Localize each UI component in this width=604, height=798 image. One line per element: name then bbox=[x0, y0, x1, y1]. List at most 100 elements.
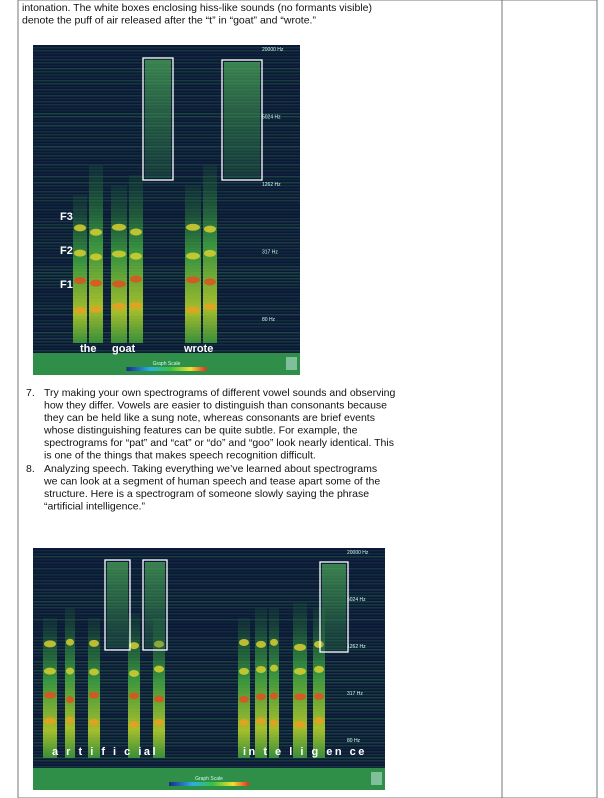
list-line: how they differ. Vowels are easier to di… bbox=[44, 400, 387, 412]
list-line: Try making your own spectrograms of diff… bbox=[44, 387, 396, 399]
formant bbox=[186, 276, 200, 283]
scale-label: Graph Scale bbox=[195, 776, 223, 782]
corner-icon bbox=[371, 772, 382, 785]
formant bbox=[66, 639, 74, 646]
page: Graph Scale20000 Hz5024 Hz1262 Hz317 Hz8… bbox=[0, 0, 604, 798]
paragraph-line: intonation. The white boxes enclosing hi… bbox=[22, 2, 372, 14]
formant bbox=[204, 250, 216, 257]
formant bbox=[294, 668, 306, 675]
noise-band bbox=[33, 47, 300, 49]
frequency-label: 80 Hz bbox=[262, 317, 276, 323]
formant bbox=[89, 668, 99, 675]
noise-band bbox=[33, 559, 385, 561]
noise-band bbox=[33, 721, 385, 723]
formant bbox=[239, 668, 249, 675]
formant bbox=[154, 666, 164, 673]
formant bbox=[239, 696, 249, 703]
formant bbox=[44, 640, 56, 647]
noise-band bbox=[33, 712, 385, 714]
voiced-segment bbox=[73, 195, 87, 343]
noise-band bbox=[33, 185, 300, 187]
noise-band bbox=[33, 691, 385, 693]
formant bbox=[44, 668, 56, 675]
paragraph-line: denote the puff of air released after th… bbox=[22, 15, 316, 27]
noise-band bbox=[33, 730, 385, 732]
formant bbox=[89, 692, 99, 699]
frequency-label: 1262 Hz bbox=[262, 182, 281, 188]
formant bbox=[66, 668, 74, 675]
noise-band bbox=[33, 724, 385, 726]
noise-band bbox=[33, 718, 385, 720]
formant bbox=[90, 253, 102, 260]
formant bbox=[256, 693, 266, 700]
noise-band bbox=[33, 706, 385, 708]
noise-band bbox=[33, 344, 300, 346]
noise-band bbox=[33, 700, 385, 702]
formant bbox=[294, 644, 306, 651]
noise-band bbox=[33, 703, 385, 705]
voiced-segment bbox=[88, 618, 100, 758]
noise-band bbox=[33, 688, 385, 690]
corner-icon bbox=[286, 357, 297, 370]
document: Graph Scale20000 Hz5024 Hz1262 Hz317 Hz8… bbox=[0, 0, 604, 798]
word-label: the bbox=[80, 343, 97, 355]
formant bbox=[130, 276, 142, 283]
noise-band bbox=[33, 670, 385, 672]
voiced-segment bbox=[238, 618, 250, 758]
noise-band bbox=[33, 53, 300, 55]
list-line: spectrograms for “pat” and “cat” or “do”… bbox=[44, 437, 394, 449]
list-line: we can look at a segment of human speech… bbox=[43, 476, 380, 488]
frequency-label: 80 Hz bbox=[347, 738, 361, 744]
formant bbox=[74, 250, 86, 257]
list-line: whose distinguishing features can be qui… bbox=[43, 425, 358, 437]
noise-band bbox=[33, 347, 300, 349]
scale-label: Graph Scale bbox=[153, 361, 181, 367]
formant bbox=[74, 277, 86, 284]
noise-band bbox=[33, 661, 385, 663]
formant bbox=[186, 307, 200, 314]
formant bbox=[130, 228, 142, 235]
voiced-segment bbox=[269, 608, 279, 758]
noise-band bbox=[33, 760, 385, 762]
noise-band bbox=[33, 56, 300, 58]
noise-band bbox=[33, 715, 385, 717]
noise-band bbox=[33, 685, 385, 687]
hiss-region bbox=[145, 562, 165, 648]
formant-label: F2 bbox=[60, 245, 73, 257]
frequency-label: 317 Hz bbox=[347, 691, 363, 697]
formant bbox=[270, 720, 278, 727]
formant bbox=[129, 721, 139, 728]
formant bbox=[89, 640, 99, 647]
formant bbox=[112, 280, 126, 287]
formant bbox=[270, 639, 278, 646]
formant bbox=[154, 695, 164, 702]
list-line: they can be held like a sung note, where… bbox=[44, 412, 375, 424]
formant bbox=[129, 692, 139, 699]
formant bbox=[186, 224, 200, 231]
voiced-segment bbox=[65, 608, 75, 758]
noise-band bbox=[33, 673, 385, 675]
formant bbox=[239, 719, 249, 726]
noise-band bbox=[33, 697, 385, 699]
formant bbox=[270, 692, 278, 699]
formant bbox=[186, 252, 200, 259]
formant bbox=[314, 693, 324, 700]
formant-label: F1 bbox=[60, 279, 73, 291]
noise-band bbox=[33, 676, 385, 678]
list-line: is one of the things that makes speech r… bbox=[44, 450, 316, 462]
formant bbox=[239, 639, 249, 646]
noise-band bbox=[33, 709, 385, 711]
formant bbox=[74, 307, 86, 314]
formant bbox=[90, 229, 102, 236]
voiced-segment bbox=[293, 603, 307, 758]
formant bbox=[294, 721, 306, 728]
frequency-label: 1262 Hz bbox=[347, 644, 366, 650]
formant bbox=[204, 226, 216, 233]
formant bbox=[89, 719, 99, 726]
formant bbox=[204, 278, 216, 285]
list-line: structure. Here is a spectrogram of some… bbox=[44, 488, 369, 500]
formant bbox=[90, 306, 102, 313]
noise-band bbox=[33, 350, 300, 352]
formant bbox=[154, 719, 164, 726]
voiced-segment bbox=[255, 608, 267, 758]
